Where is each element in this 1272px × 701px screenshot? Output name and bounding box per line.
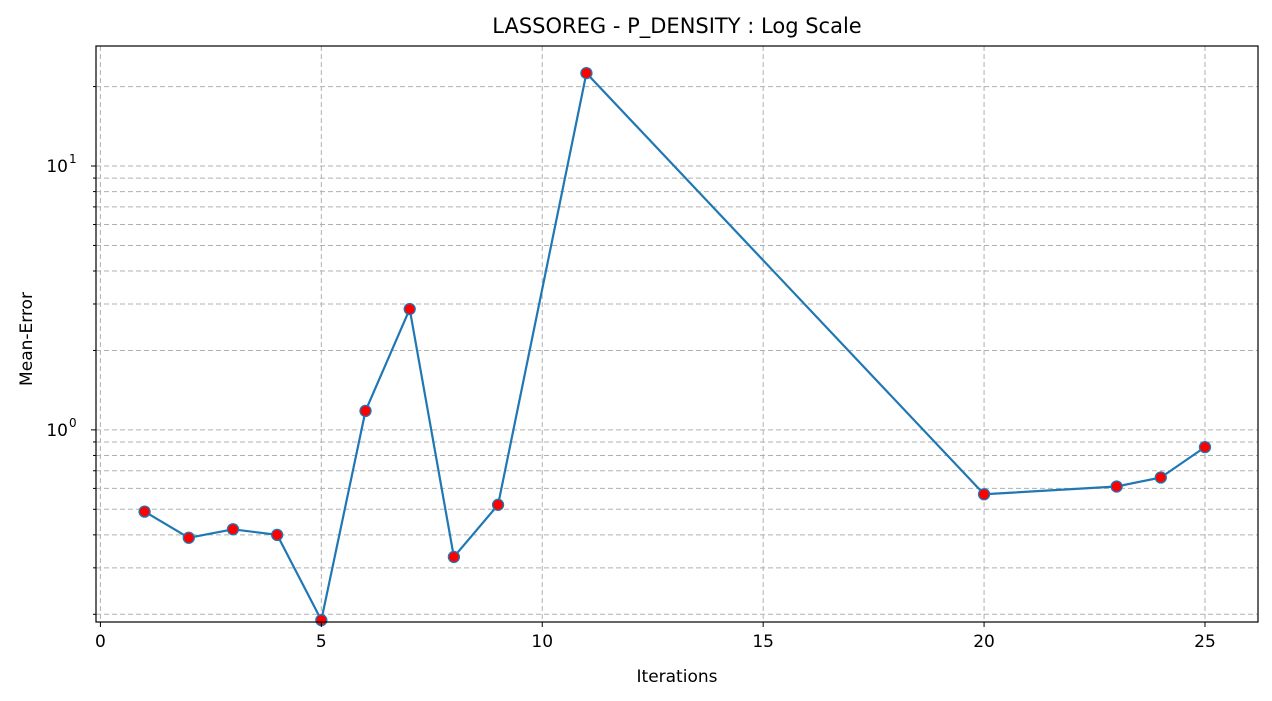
data-point xyxy=(182,531,195,544)
data-point xyxy=(226,523,240,536)
x-tick-label: 0 xyxy=(95,632,106,652)
data-point xyxy=(447,550,461,564)
data-point xyxy=(1110,480,1123,493)
plot-area-frame xyxy=(95,45,1259,623)
data-point xyxy=(270,528,284,542)
x-tick-label: 5 xyxy=(316,632,327,652)
x-axis-label: Iterations xyxy=(637,667,718,687)
data-point xyxy=(977,488,991,501)
y-tick-label: 10 xyxy=(46,421,68,441)
chart-title: LASSOREG - P_DENSITY : Log Scale xyxy=(492,14,861,39)
x-tick-label: 10 xyxy=(531,632,553,652)
data-point xyxy=(1198,441,1212,454)
grid xyxy=(96,46,1258,622)
x-tick-label: 25 xyxy=(1194,632,1216,652)
data-point xyxy=(403,302,416,316)
data-point xyxy=(491,498,505,511)
data-point xyxy=(1154,471,1167,484)
y-tick-label: 10 xyxy=(46,157,68,177)
data-point xyxy=(359,404,372,418)
data-point xyxy=(138,505,151,518)
data-point xyxy=(580,66,593,80)
x-tick-label: 15 xyxy=(752,632,774,652)
x-tick-label: 20 xyxy=(973,632,995,652)
series-line xyxy=(144,71,1206,622)
y-axis-label: Mean-Error xyxy=(17,292,37,386)
y-tick-exponent: 0 xyxy=(69,416,77,430)
y-tick-exponent: 1 xyxy=(69,152,77,166)
series-layer xyxy=(138,66,1212,627)
